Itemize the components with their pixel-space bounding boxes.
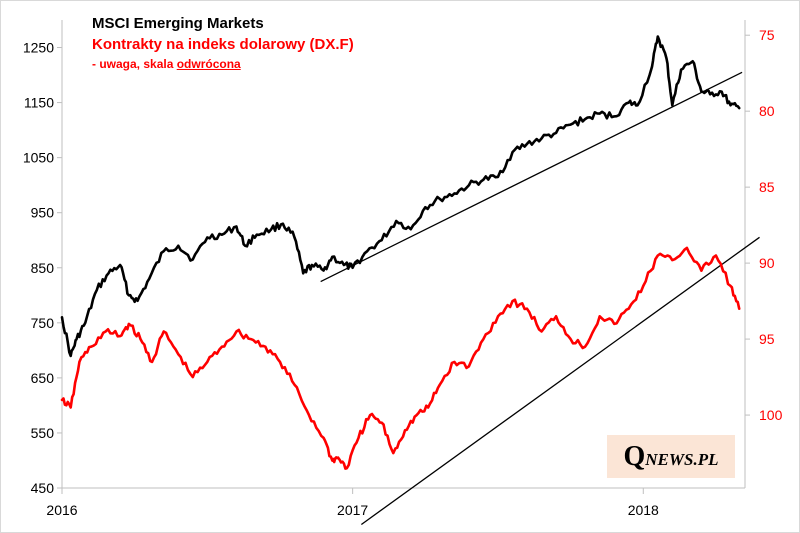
trendline-dxf: [360, 236, 760, 525]
watermark-q: Q: [623, 440, 646, 472]
y-right-tick-label: 100: [759, 407, 783, 423]
y-left-tick-label: 450: [31, 480, 55, 496]
y-right-tick-label: 75: [759, 27, 775, 43]
legend-note: - uwaga, skala odwrócona: [92, 56, 354, 72]
legend-note-underlined: odwrócona: [176, 57, 241, 71]
series-dxf-line: [60, 246, 741, 470]
y-left-tick-label: 650: [31, 370, 55, 386]
y-left-tick-label: 1050: [23, 150, 54, 166]
y-left-tick-label: 1150: [24, 95, 54, 111]
y-left-tick-label: 1250: [23, 40, 54, 56]
y-right-tick-label: 95: [759, 331, 775, 347]
legend-msci-label: MSCI Emerging Markets: [92, 15, 264, 32]
qnews-watermark: Q NEWS.PL: [607, 435, 735, 478]
y-left-tick-label: 750: [31, 315, 55, 331]
y-left-tick-label: 850: [31, 260, 55, 276]
legend-note-prefix: - uwaga, skala: [92, 57, 177, 71]
x-tick-label: 2017: [337, 502, 368, 518]
y-left-tick-label: 550: [31, 425, 55, 441]
legend: MSCI Emerging Markets Kontrakty na indek…: [92, 14, 354, 72]
legend-dxf-label: Kontrakty na indeks dolarowy (DX.F): [92, 36, 354, 53]
tick-labels-group: 1250 1150 1050 950 850 750 650 550 450 75 80 85 90 95…: [23, 27, 783, 518]
trendlines-group: [320, 71, 760, 525]
series-msci-line: [60, 35, 741, 358]
y-left-tick-label: 950: [31, 205, 55, 221]
y-right-tick-label: 80: [759, 103, 775, 119]
y-right-tick-label: 90: [759, 255, 775, 271]
x-tick-label: 2016: [46, 502, 77, 518]
trendline-msci: [320, 71, 743, 283]
y-right-tick-label: 85: [759, 179, 775, 195]
series-group: [60, 35, 741, 470]
watermark-text: NEWS.PL: [645, 449, 719, 469]
x-tick-label: 2018: [628, 502, 659, 518]
axes-group: [57, 20, 750, 494]
